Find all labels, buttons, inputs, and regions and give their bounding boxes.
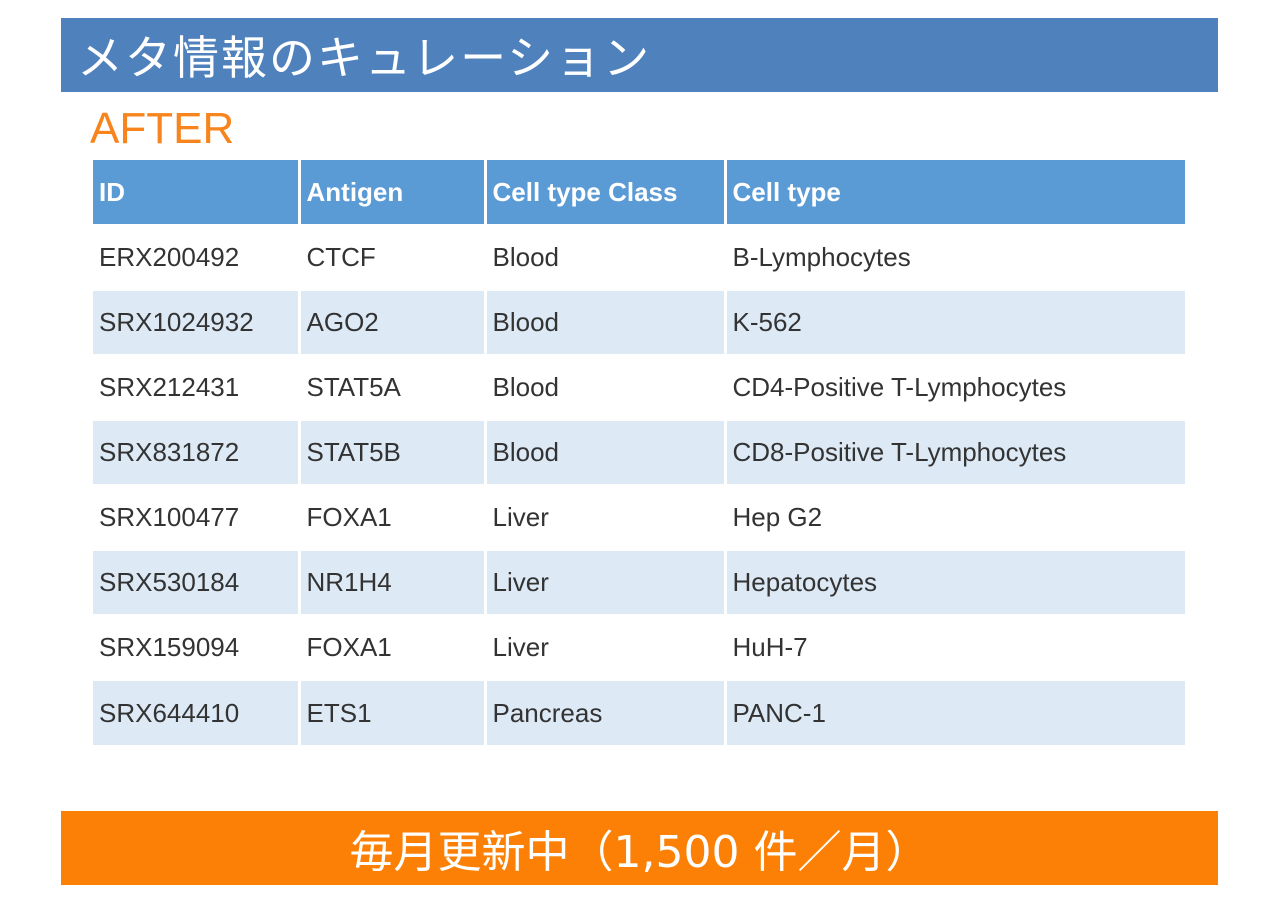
table-header-row: ID Antigen Cell type Class Cell type xyxy=(93,160,1185,225)
cell-cell-type: HuH-7 xyxy=(725,614,1185,680)
table-row: SRX530184 NR1H4 Liver Hepatocytes xyxy=(93,549,1185,615)
table-row: SRX159094 FOXA1 Liver HuH-7 xyxy=(93,614,1185,680)
cell-antigen: ETS1 xyxy=(299,679,487,745)
cell-antigen: FOXA1 xyxy=(299,614,487,680)
metadata-table: ID Antigen Cell type Class Cell type ERX… xyxy=(93,160,1185,745)
table-row: SRX831872 STAT5B Blood CD8-Positive T-Ly… xyxy=(93,419,1185,485)
cell-cell-type: CD4-Positive T-Lymphocytes xyxy=(725,354,1185,420)
cell-id: SRX1024932 xyxy=(93,289,301,355)
cell-cell-type-class: Blood xyxy=(485,354,727,420)
cell-antigen: FOXA1 xyxy=(299,484,487,550)
section-subtitle: AFTER xyxy=(90,104,235,153)
cell-antigen: NR1H4 xyxy=(299,549,487,615)
column-header-cell-type-class: Cell type Class xyxy=(485,160,727,225)
column-header-cell-type: Cell type xyxy=(725,160,1185,225)
cell-cell-type-class: Liver xyxy=(485,549,727,615)
table-row: ERX200492 CTCF Blood B-Lymphocytes xyxy=(93,224,1185,290)
column-header-id: ID xyxy=(93,160,301,225)
cell-cell-type: K-562 xyxy=(725,289,1185,355)
cell-id: SRX100477 xyxy=(93,484,301,550)
cell-antigen: STAT5B xyxy=(299,419,487,485)
page-title: メタ情報のキュレーション xyxy=(77,31,652,85)
cell-cell-type-class: Blood xyxy=(485,419,727,485)
cell-antigen: STAT5A xyxy=(299,354,487,420)
column-header-antigen: Antigen xyxy=(299,160,487,225)
cell-cell-type: B-Lymphocytes xyxy=(725,224,1185,290)
table-row: SRX100477 FOXA1 Liver Hep G2 xyxy=(93,484,1185,550)
cell-id: SRX644410 xyxy=(93,679,301,745)
cell-cell-type-class: Liver xyxy=(485,484,727,550)
cell-cell-type: CD8-Positive T-Lymphocytes xyxy=(725,419,1185,485)
cell-cell-type: Hepatocytes xyxy=(725,549,1185,615)
table-row: SRX1024932 AGO2 Blood K-562 xyxy=(93,289,1185,355)
cell-cell-type-class: Blood xyxy=(485,224,727,290)
cell-cell-type-class: Pancreas xyxy=(485,679,727,745)
cell-id: ERX200492 xyxy=(93,224,301,290)
footer-banner: 毎月更新中（1,500 件／月） xyxy=(61,811,1218,885)
cell-antigen: CTCF xyxy=(299,224,487,290)
footer-text: 毎月更新中（1,500 件／月） xyxy=(349,827,930,878)
cell-antigen: AGO2 xyxy=(299,289,487,355)
cell-cell-type: Hep G2 xyxy=(725,484,1185,550)
cell-id: SRX159094 xyxy=(93,614,301,680)
cell-id: SRX530184 xyxy=(93,549,301,615)
table-row: SRX212431 STAT5A Blood CD4-Positive T-Ly… xyxy=(93,354,1185,420)
cell-id: SRX831872 xyxy=(93,419,301,485)
table-row: SRX644410 ETS1 Pancreas PANC-1 xyxy=(93,679,1185,745)
cell-id: SRX212431 xyxy=(93,354,301,420)
cell-cell-type-class: Liver xyxy=(485,614,727,680)
cell-cell-type: PANC-1 xyxy=(725,679,1185,745)
title-bar: メタ情報のキュレーション xyxy=(61,18,1218,92)
cell-cell-type-class: Blood xyxy=(485,289,727,355)
